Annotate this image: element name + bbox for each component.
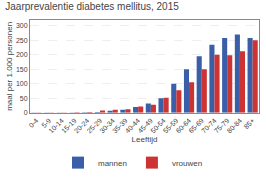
svg-text:25-29: 25-29 — [86, 117, 104, 135]
svg-text:15-19: 15-19 — [60, 117, 78, 135]
svg-text:vrouwen: vrouwen — [172, 159, 202, 168]
svg-text:100: 100 — [16, 80, 28, 87]
svg-text:70-74: 70-74 — [200, 117, 218, 135]
svg-text:85+: 85+ — [242, 117, 255, 130]
svg-text:20-24: 20-24 — [73, 117, 91, 135]
svg-text:75-79: 75-79 — [213, 117, 231, 135]
svg-text:mannen: mannen — [98, 159, 127, 168]
svg-text:5-9: 5-9 — [40, 117, 52, 129]
svg-text:250: 250 — [16, 37, 28, 44]
svg-text:0-4: 0-4 — [27, 117, 39, 129]
svg-text:45-49: 45-49 — [136, 117, 154, 135]
svg-text:50-54: 50-54 — [149, 117, 167, 135]
svg-text:60-64: 60-64 — [175, 117, 193, 135]
svg-text:200: 200 — [16, 51, 28, 58]
svg-text:55-59: 55-59 — [162, 117, 180, 135]
svg-text:50: 50 — [20, 95, 28, 102]
svg-text:Jaarprevalentie diabetes melli: Jaarprevalentie diabetes mellitus, 2015 — [5, 1, 179, 12]
svg-text:30-34: 30-34 — [98, 117, 116, 135]
svg-text:35-39: 35-39 — [111, 117, 129, 135]
svg-text:10-14: 10-14 — [47, 117, 65, 135]
svg-text:300: 300 — [16, 22, 28, 29]
svg-text:Leeftijd: Leeftijd — [132, 135, 158, 144]
svg-text:150: 150 — [16, 66, 28, 73]
svg-text:0: 0 — [24, 109, 28, 116]
svg-text:65-69: 65-69 — [187, 117, 205, 135]
svg-text:maal per 1.000 personen: maal per 1.000 personen — [5, 22, 14, 111]
svg-text:40-44: 40-44 — [124, 117, 142, 135]
svg-text:80-84: 80-84 — [225, 117, 243, 135]
